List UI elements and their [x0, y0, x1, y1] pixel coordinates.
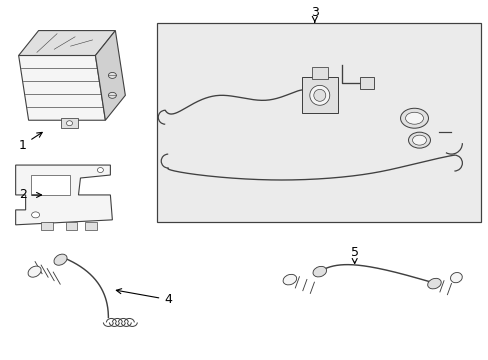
Ellipse shape [283, 274, 296, 285]
Ellipse shape [97, 167, 103, 172]
Bar [61, 118, 78, 128]
Polygon shape [19, 55, 105, 120]
Ellipse shape [312, 266, 326, 277]
Bar [85, 222, 97, 230]
Polygon shape [31, 175, 70, 195]
Ellipse shape [28, 266, 41, 277]
Bar [311, 67, 327, 80]
Ellipse shape [412, 135, 426, 145]
Bar [359, 77, 373, 89]
Text: 3: 3 [310, 6, 318, 22]
Ellipse shape [427, 278, 440, 289]
Text: 2: 2 [19, 188, 41, 202]
Ellipse shape [407, 132, 429, 148]
Bar [41, 222, 52, 230]
Ellipse shape [32, 212, 40, 218]
Ellipse shape [108, 72, 116, 78]
Ellipse shape [54, 254, 67, 265]
Ellipse shape [405, 112, 423, 124]
Text: 4: 4 [116, 289, 172, 306]
Bar [301, 77, 337, 113]
Ellipse shape [66, 121, 72, 126]
Polygon shape [95, 31, 125, 120]
Ellipse shape [313, 89, 325, 101]
Text: 5: 5 [350, 246, 358, 264]
Polygon shape [16, 165, 112, 225]
Bar [157, 23, 480, 222]
Ellipse shape [108, 92, 116, 98]
Ellipse shape [449, 273, 461, 283]
Text: 1: 1 [19, 132, 42, 152]
Bar [65, 222, 77, 230]
Ellipse shape [400, 108, 427, 128]
Polygon shape [19, 31, 115, 55]
Ellipse shape [309, 85, 329, 105]
